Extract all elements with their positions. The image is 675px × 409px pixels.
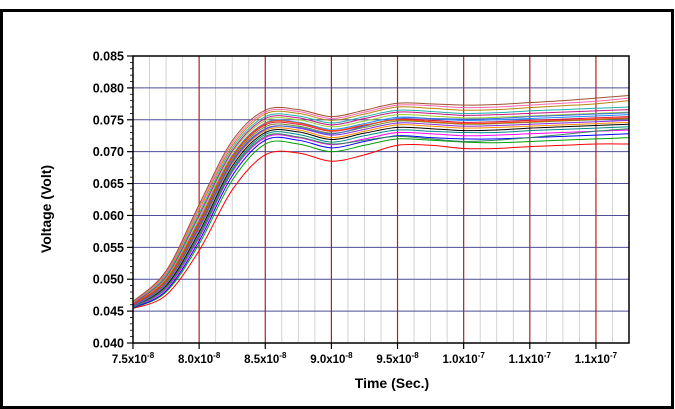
y-tick-label: 0.070 [93,145,124,159]
x-tick-label: 1.1x10-7 [575,351,618,366]
tick-label-layer: 0.040 0.045 0.050 0.055 0.060 0.065 0.070 0.075… [93,50,618,367]
y-tick-label: 0.075 [93,113,124,127]
series-line-17 [132,95,630,302]
series-line-20 [132,117,630,305]
series-line-4 [132,129,630,308]
y-tick-label: 0.065 [93,177,124,191]
series-line-8 [132,119,630,306]
series-line-2 [132,137,630,309]
series-layer [132,95,630,310]
x-axis-label: Time (Sec.) [355,375,429,391]
series-line-13 [132,109,630,304]
series-line-7 [132,121,630,307]
series-line-16 [132,97,630,303]
series-line-5 [132,126,630,308]
x-tick-label: 1.1x10-7 [509,351,552,366]
x-tick-label: 7.5x10-8 [112,351,155,366]
y-tick-label: 0.045 [93,305,124,319]
x-tick-label: 9.5x10-8 [376,351,419,366]
y-tick-label: 0.085 [93,50,124,64]
figure-frame [0,9,674,409]
series-line-14 [132,106,630,304]
x-tick-label: 8.0x10-8 [178,351,221,366]
series-line-12 [132,111,630,304]
y-tick-label: 0.080 [93,81,124,95]
x-tick-label: 9.0x10-8 [310,351,353,366]
series-line-9 [132,118,630,306]
grid-layer [133,56,629,343]
y-axis-label: Voltage (Volt) [38,165,54,253]
axis-layer [127,55,630,349]
y-tick-label: 0.060 [93,209,124,223]
x-tick-label: 1.0x10-7 [443,351,486,366]
series-line-11 [132,114,630,305]
series-line-6 [132,123,630,307]
series-line-1 [132,143,630,310]
series-line-15 [132,100,630,303]
series-line-18 [132,128,630,308]
y-tick-label: 0.040 [93,337,124,351]
plot-frame [132,55,630,344]
y-tick-label: 0.050 [93,273,124,287]
x-tick-label: 8.5x10-8 [244,351,287,366]
y-tick-label: 0.055 [93,241,124,255]
